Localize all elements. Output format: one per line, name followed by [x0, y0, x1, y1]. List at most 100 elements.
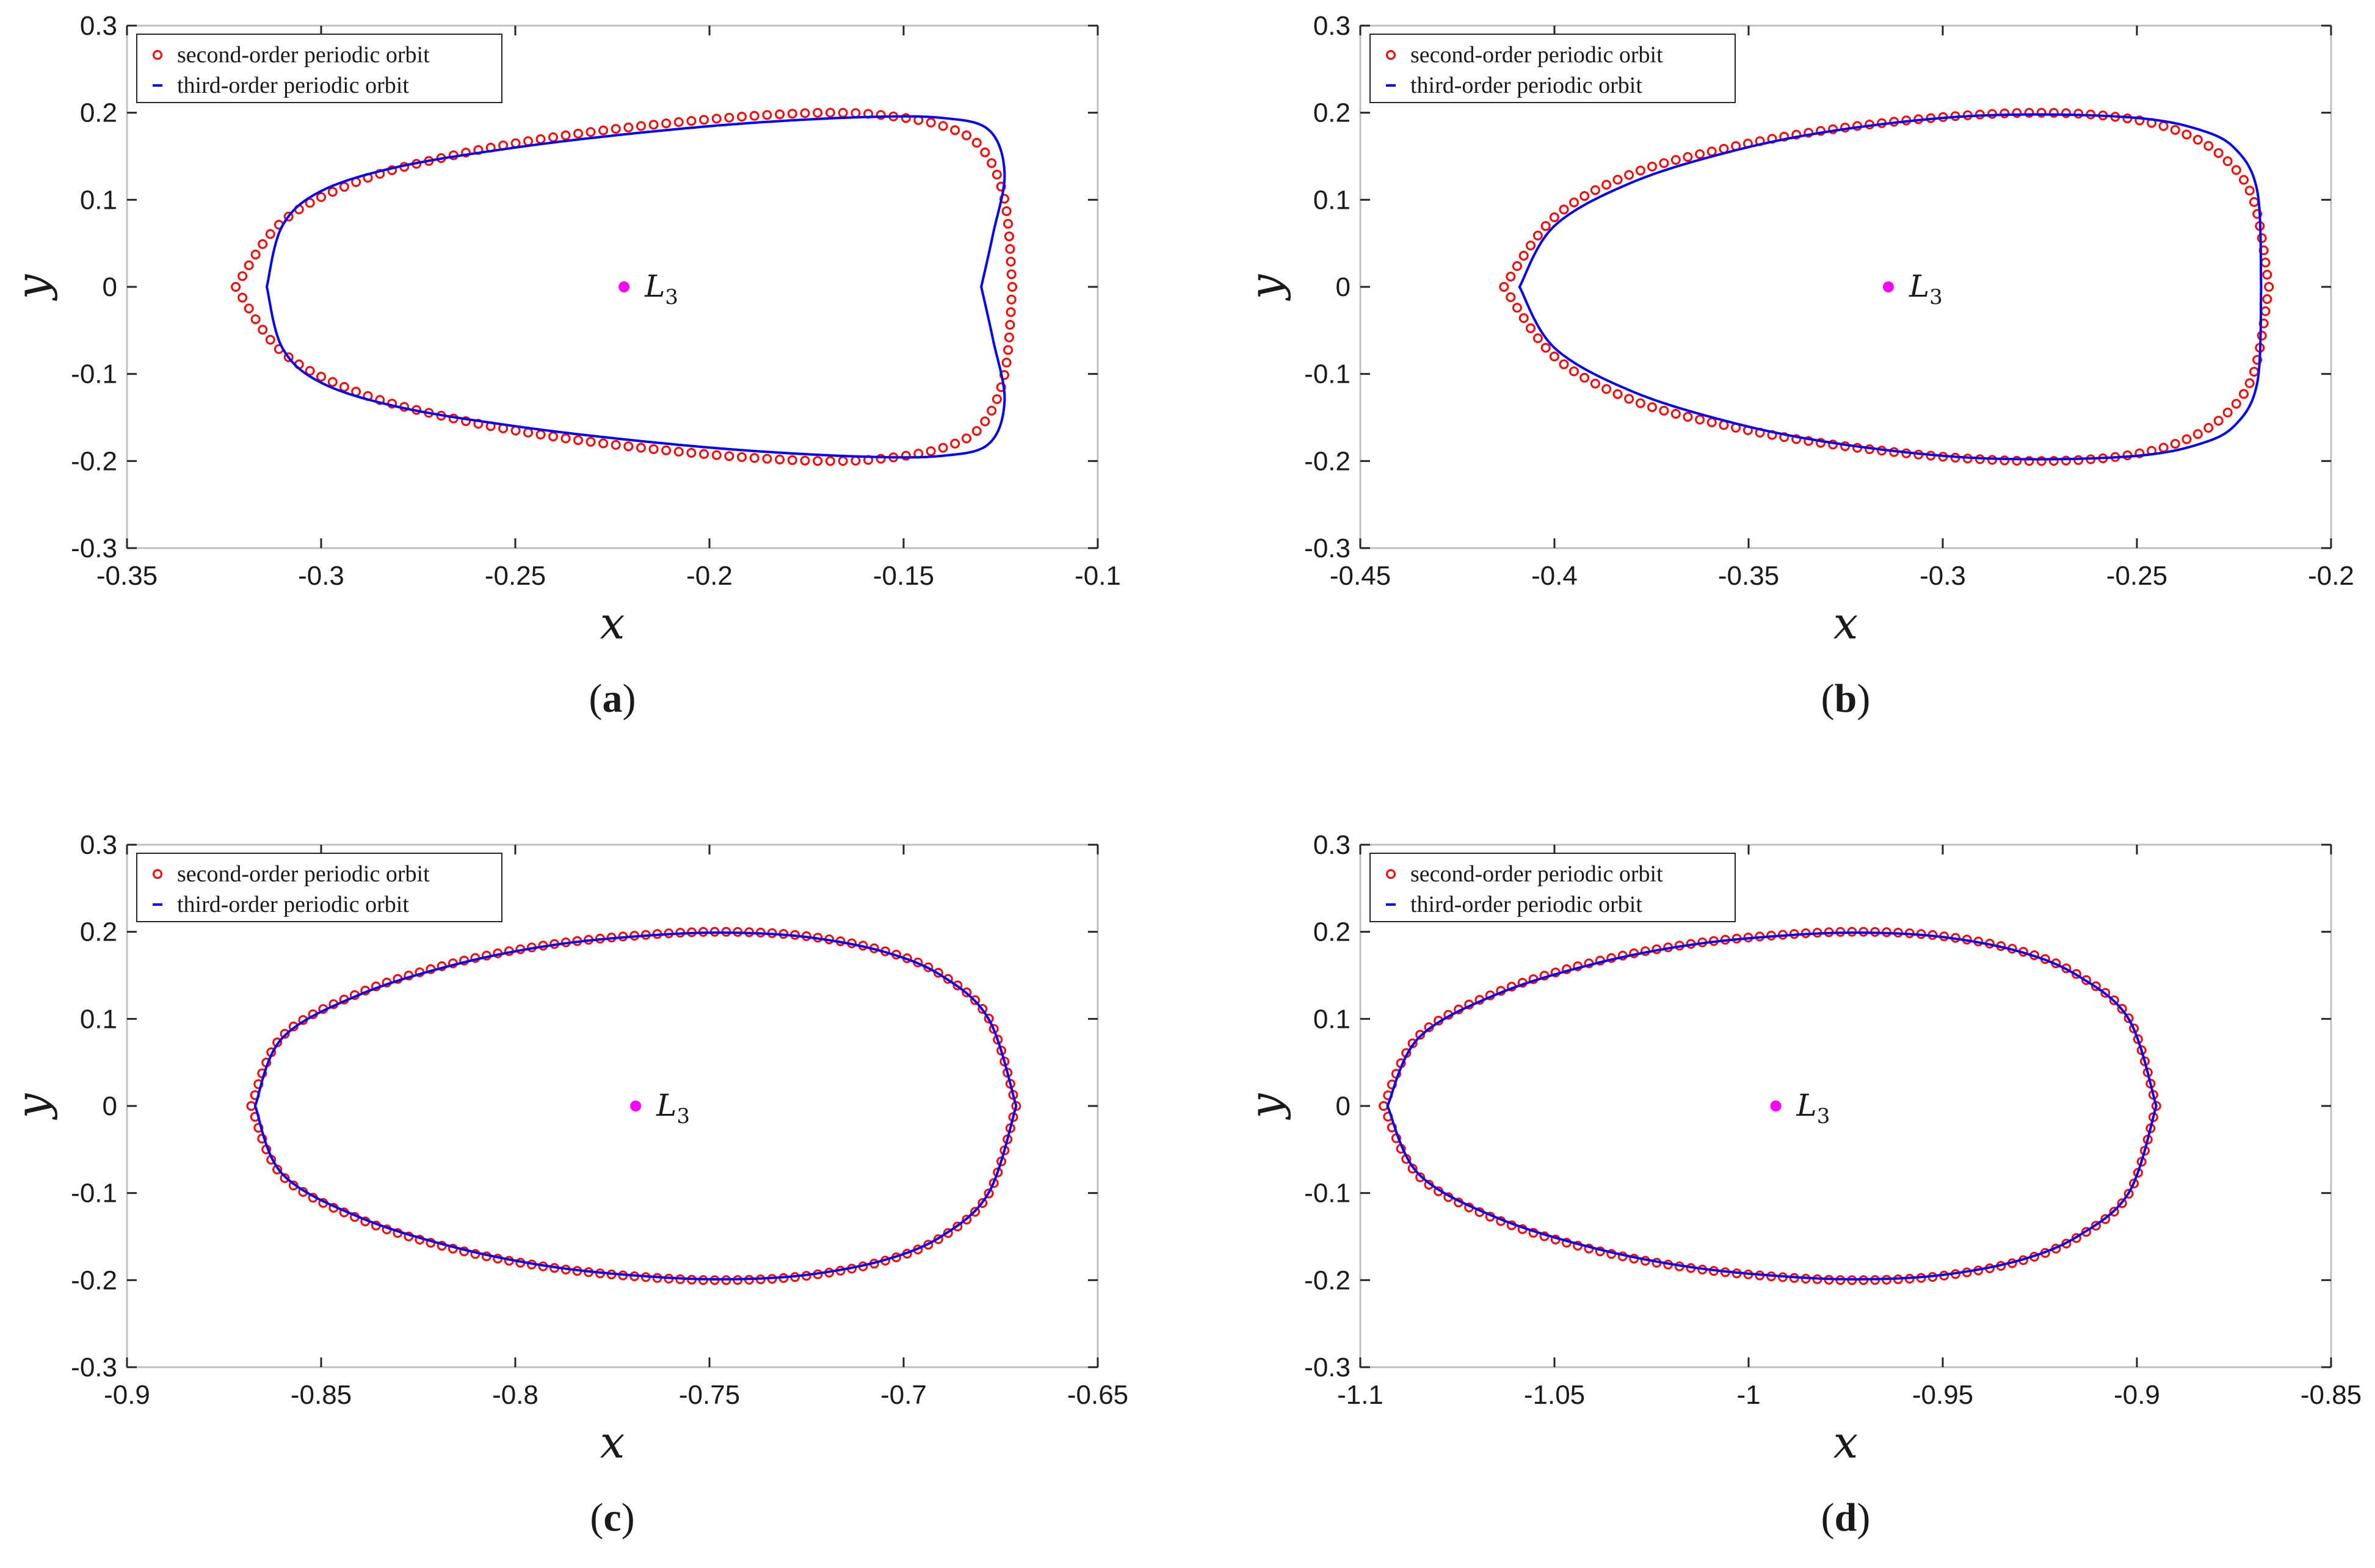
orbit-point	[560, 433, 571, 444]
orbit-point	[2134, 115, 2145, 126]
third-order-orbit-line	[253, 931, 1018, 1281]
orbit-point	[2012, 455, 2022, 466]
y-tick-label: 0.2	[1313, 98, 1351, 128]
orbit-point	[2048, 107, 2059, 118]
orbit-point	[1001, 358, 1012, 367]
orbit-point	[1791, 129, 1802, 140]
orbit-point	[1540, 221, 1551, 231]
y-axis-label: y	[1240, 1093, 1291, 1120]
legend-marker-circle	[1386, 869, 1396, 879]
orbit-point	[1005, 244, 1015, 254]
legend: second-order periodic orbit third-order p…	[136, 853, 502, 922]
orbit-point	[2117, 1003, 2127, 1014]
legend-entry-second-order: second-order periodic orbit	[1410, 42, 1663, 68]
orbit-point	[598, 438, 609, 449]
orbit-point	[2061, 455, 2071, 466]
x-tick-label: -1.1	[1337, 1380, 1383, 1410]
orbit-point	[1506, 292, 1516, 302]
x-tick-label: -0.3	[1920, 561, 1966, 591]
orbit-point	[686, 116, 697, 126]
orbit-point	[699, 449, 709, 459]
panel-label: (b)	[1821, 676, 1871, 721]
panel-letter: c	[603, 1495, 621, 1540]
orbit-point	[938, 443, 948, 453]
y-tick-label: -0.1	[71, 359, 117, 389]
orbit-point	[825, 107, 835, 118]
x-tick-label: -0.3	[298, 561, 344, 591]
plot-area	[126, 844, 1099, 1368]
orbit-point	[661, 118, 672, 129]
orbit-point	[984, 1013, 994, 1024]
orbit-point	[2192, 134, 2203, 145]
orbit-point	[623, 122, 634, 132]
orbit-point	[560, 130, 571, 140]
plot-area	[1359, 24, 2332, 549]
orbit-point	[258, 239, 268, 249]
orbit-point	[2000, 455, 2010, 466]
x-tick-label: -0.95	[1912, 1380, 1973, 1410]
orbit-point	[901, 113, 911, 123]
orbit-point	[2071, 969, 2081, 979]
orbit-point	[762, 453, 772, 464]
legend-entry-second-order: second-order periodic orbit	[177, 861, 430, 887]
y-tick-label: -0.1	[1304, 359, 1351, 389]
plot-area	[126, 24, 1099, 549]
legend-marker-circle	[153, 50, 162, 60]
panel-a: -0.35 -0.3 -0.25 -0.2 -0.15 -0.1-0.3-0.2-0.10…	[7, 11, 1121, 721]
orbit-point	[2213, 416, 2224, 426]
orbit-point	[984, 1188, 994, 1199]
orbit-point	[573, 435, 583, 446]
orbit-point	[250, 314, 261, 324]
x-axis-label: x	[600, 1417, 625, 1468]
orbit-point	[1415, 1172, 1426, 1182]
orbit-point	[1518, 313, 1529, 323]
panel-b: -0.45 -0.4 -0.35 -0.3 -0.25 -0.2 -0.3 -0.2 -0.1 0…	[1240, 11, 2354, 721]
orbit-point	[2181, 434, 2192, 444]
libration-point-subscript: 3	[1929, 285, 1943, 309]
orbit-point	[1540, 342, 1551, 353]
orbit-point	[283, 352, 294, 363]
orbit-point	[1415, 1030, 1426, 1040]
orbit-point	[1526, 240, 1536, 251]
orbit-point	[876, 110, 886, 120]
orbit-point	[962, 1215, 972, 1225]
x-tick-label: -0.85	[2301, 1380, 2362, 1410]
libration-point-letter: L	[656, 1088, 676, 1123]
panel-d: -1.1 -1.05 -1 -0.95 -0.9 -0.85 -0.3 -0.2 -0.1 0 0.…	[1240, 830, 2362, 1540]
orbit-point	[548, 132, 558, 142]
panel-letter: a	[603, 676, 623, 721]
orbit-point	[787, 455, 797, 465]
orbit-point	[1512, 303, 1522, 313]
orbit-point	[548, 432, 558, 442]
orbit-point	[926, 446, 936, 457]
x-tick-label: -0.65	[1067, 1380, 1128, 1410]
y-tick-label: -0.2	[1304, 1265, 1351, 1295]
orbit-point	[2129, 1179, 2139, 1188]
x-tick-label: -0.25	[485, 561, 546, 591]
orbit-point	[598, 125, 609, 135]
orbit-point	[2252, 209, 2263, 219]
orbit-point	[711, 114, 722, 124]
orbit-point	[1549, 212, 1559, 222]
x-axis-label: x	[1833, 1417, 1858, 1468]
orbit-point	[1804, 128, 1814, 138]
orbit-point	[1635, 165, 1645, 176]
orbit-point	[800, 108, 810, 118]
orbit-point	[962, 130, 971, 140]
y-axis-label: y	[7, 1093, 58, 1120]
orbit-point	[813, 456, 823, 466]
orbit-point	[1006, 256, 1016, 267]
y-tick-label: 0.3	[1313, 830, 1351, 860]
x-tick-label: -0.9	[2114, 1380, 2160, 1410]
y-tick-label: 0.1	[80, 1004, 117, 1034]
orbit-point	[1601, 384, 1612, 394]
orbit-point	[1006, 307, 1016, 317]
orbit-point	[2222, 156, 2233, 167]
orbit-point	[623, 441, 634, 452]
orbit-point	[1499, 282, 1509, 292]
orbit-point	[749, 110, 760, 121]
legend: second-order periodic orbit third-order p…	[1369, 34, 1736, 103]
orbit-point	[461, 416, 471, 426]
orbit-point	[2170, 439, 2180, 449]
